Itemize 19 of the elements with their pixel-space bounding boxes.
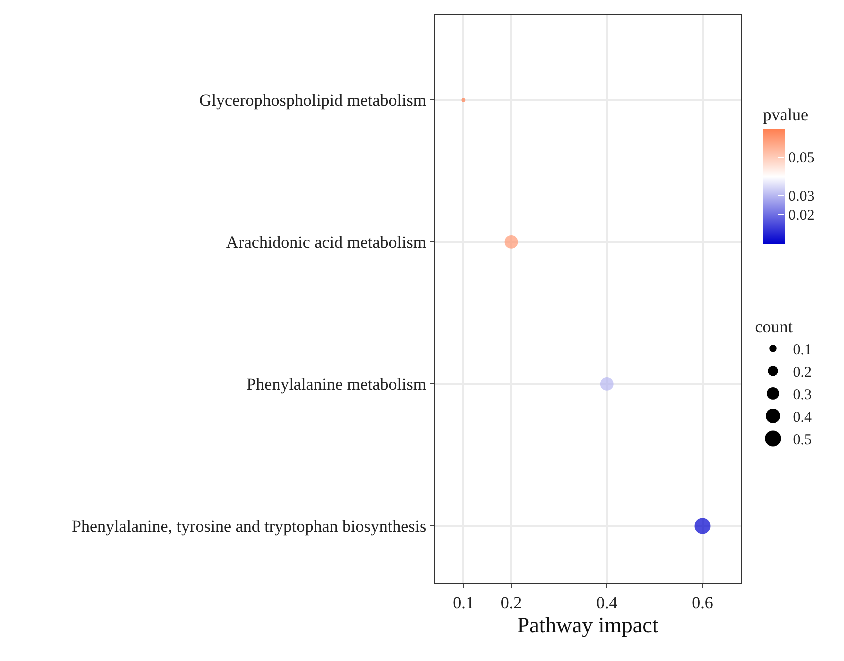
legend-label: 0.1 [793, 342, 812, 359]
x-tick-label: 0.4 [596, 593, 618, 612]
y-tick-label: Arachidonic acid metabolism [226, 233, 427, 252]
legend-label: 0.2 [793, 365, 812, 382]
color-bar-label: 0.02 [788, 208, 815, 224]
legend-label: 0.4 [793, 410, 812, 426]
color-bar-label: 0.03 [788, 188, 815, 205]
color-bar-label: 0.05 [788, 150, 815, 167]
x-tick-label: 0.6 [692, 593, 714, 612]
y-tick-label: Phenylalanine, tyrosine and tryptophan biosynthesis [72, 517, 427, 536]
legend-label: 0.5 [793, 432, 812, 449]
legend-title: count [755, 317, 794, 336]
y-tick-label: Phenylalanine metabolism [246, 375, 427, 394]
x-tick-label: 0.2 [500, 593, 522, 612]
x-tick-label: 0.1 [453, 593, 474, 612]
color-bar-title: pvalue [763, 105, 809, 124]
legend-label: 0.3 [793, 388, 812, 404]
y-tick-label: Glycerophospholipid metabolism [199, 91, 427, 110]
x-axis-title: Pathway impact [517, 612, 659, 638]
